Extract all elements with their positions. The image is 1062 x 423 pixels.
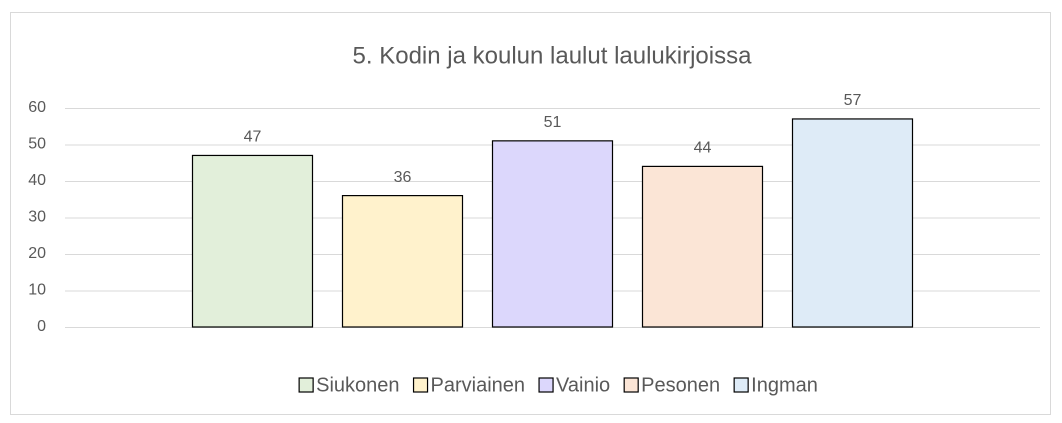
data-label: 57: [844, 92, 862, 109]
y-tick-label: 40: [28, 172, 46, 189]
y-tick-label: 0: [37, 318, 46, 335]
chart-title: 5. Kodin ja koulun laulut laulukirjoissa: [353, 42, 753, 69]
legend-swatch: [733, 377, 749, 393]
legend-label: Pesonen: [641, 374, 720, 396]
legend-label: Vainio: [556, 374, 610, 396]
legend-label: Parviainen: [431, 374, 526, 396]
y-tick-label: 50: [28, 136, 46, 153]
bar: [491, 140, 614, 328]
legend-swatch: [412, 377, 429, 393]
y-tick-label: 60: [28, 99, 46, 116]
data-label: 44: [694, 140, 712, 157]
legend-swatch: [623, 377, 639, 393]
data-label: 47: [244, 129, 262, 146]
bar: [791, 118, 914, 328]
legend-label: Ingman: [751, 374, 818, 396]
data-label: 36: [394, 169, 412, 186]
y-tick-label: 10: [28, 282, 46, 299]
y-tick-label: 30: [28, 209, 46, 226]
bar: [191, 154, 314, 328]
bar: [641, 165, 764, 328]
legend-label: Siukonen: [316, 374, 399, 396]
data-label: 51: [544, 114, 562, 131]
legend-swatch: [298, 377, 314, 393]
bar: [341, 195, 464, 328]
legend-swatch: [538, 377, 554, 393]
y-tick-label: 20: [28, 245, 46, 262]
